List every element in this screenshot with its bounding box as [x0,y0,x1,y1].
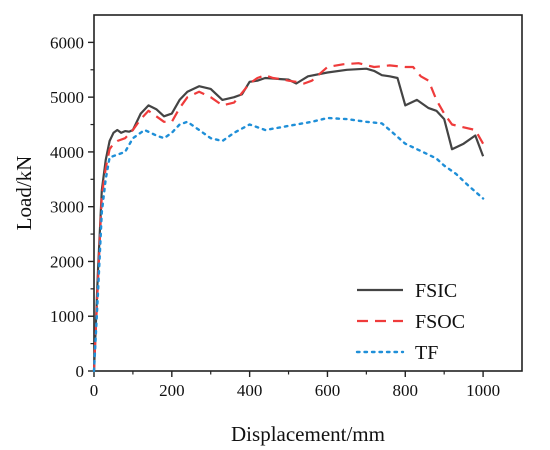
y-tick-label: 5000 [50,88,84,107]
legend-label-fsic: FSIC [415,280,457,302]
series-line-fsoc [92,62,485,372]
legend: FSIC FSOC TF [355,280,465,364]
x-tick-label: 1000 [466,381,500,400]
x-tick-label: 600 [315,381,341,400]
x-tick-label: 200 [159,381,185,400]
series-line-tf [92,116,485,373]
plot-frame [93,14,523,372]
y-tick-label: 6000 [50,33,84,52]
y-tick-label: 3000 [50,198,84,217]
legend-label-tf: TF [415,342,438,364]
x-tick-label: 400 [237,381,263,400]
legend-label-fsoc: FSOC [415,311,465,333]
y-tick-label: 4000 [50,143,84,162]
x-tick-label: 800 [393,381,419,400]
x-axis-label: Displacement/mm [231,422,385,446]
y-axis-label: Load/kN [12,156,36,231]
y-tick-label: 1000 [50,307,84,326]
series-line-fsic [92,67,485,372]
y-tick-label: 2000 [50,252,84,271]
axis-ticks [88,41,484,377]
tick-labels: 0 200 400 600 800 1000 0 1000 2000 3000 4000 5000 60… [50,33,500,400]
plot-border [93,14,523,372]
series-layer [92,62,485,373]
x-tick-label: 0 [90,381,99,400]
y-tick-label: 0 [76,362,85,381]
